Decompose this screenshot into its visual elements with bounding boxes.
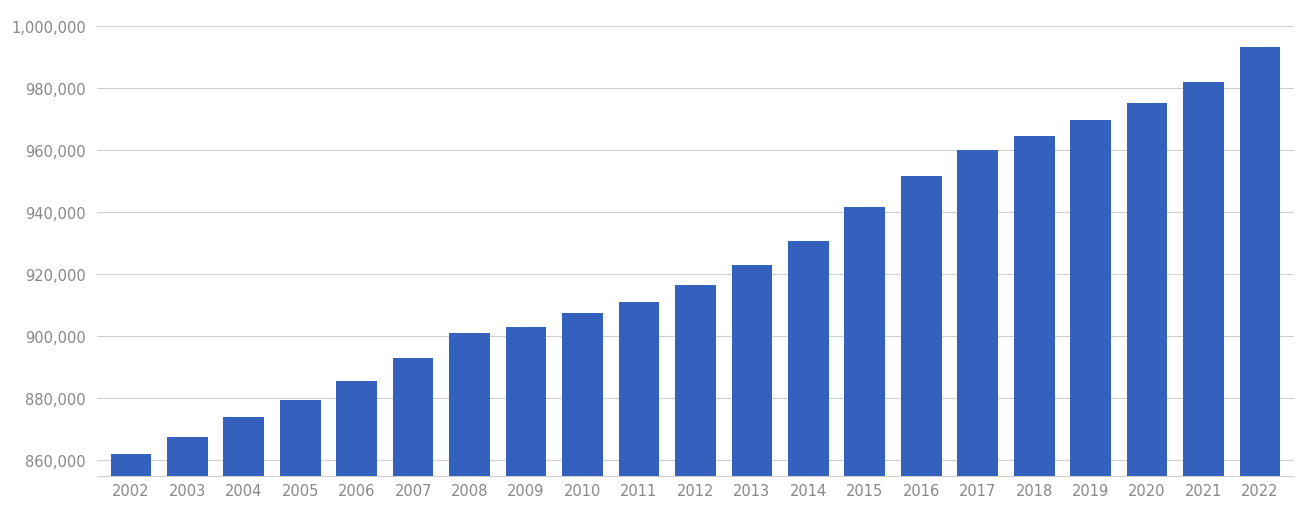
Bar — [1126, 104, 1168, 476]
Bar — [111, 455, 151, 476]
Bar — [337, 381, 377, 476]
Bar — [900, 177, 942, 476]
Bar — [393, 358, 433, 476]
Bar — [167, 437, 207, 476]
Bar — [449, 333, 489, 476]
Bar — [1014, 136, 1054, 476]
Bar — [958, 151, 998, 476]
Bar — [619, 302, 659, 476]
Bar — [562, 313, 603, 476]
Bar — [1240, 48, 1280, 476]
Bar — [788, 242, 829, 476]
Bar — [223, 417, 264, 476]
Bar — [1070, 121, 1111, 476]
Bar — [279, 400, 321, 476]
Bar — [1184, 82, 1224, 476]
Bar — [675, 286, 715, 476]
Bar — [844, 208, 885, 476]
Bar — [732, 265, 773, 476]
Bar — [506, 327, 547, 476]
